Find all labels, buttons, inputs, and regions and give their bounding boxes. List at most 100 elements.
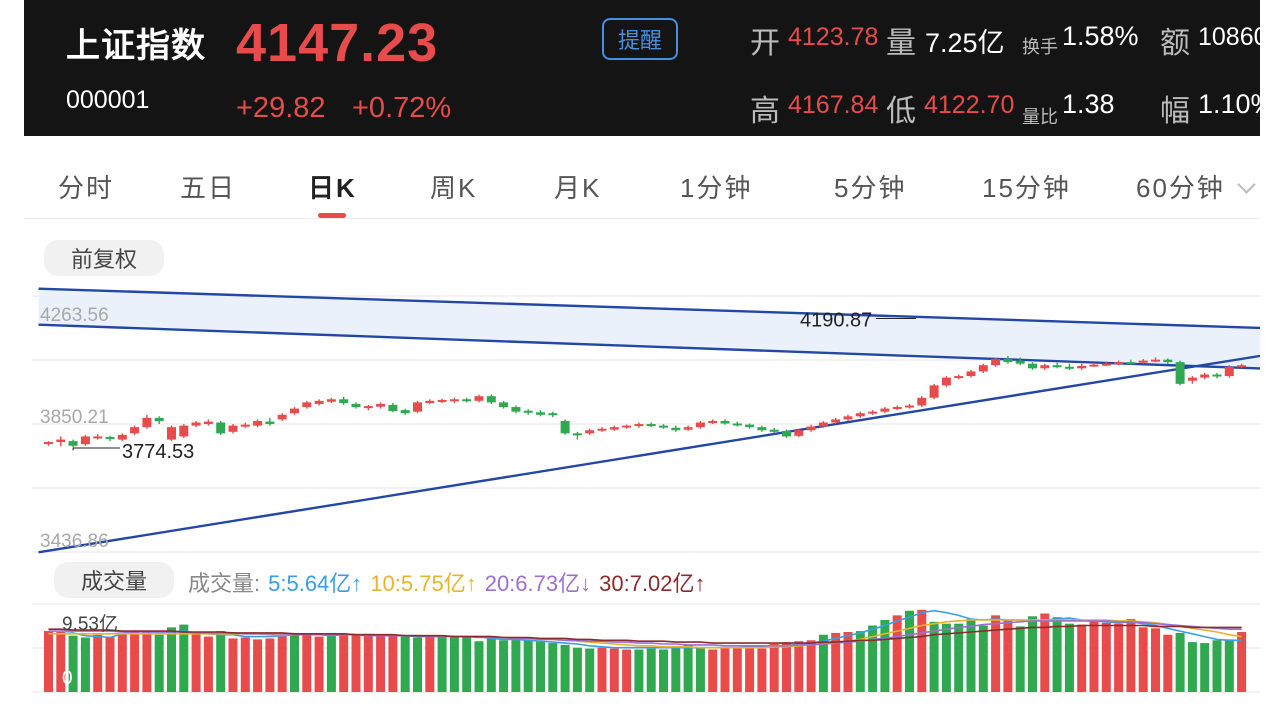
trend-channel-fill bbox=[38, 288, 1260, 369]
candle-body bbox=[806, 426, 816, 431]
volume-bar bbox=[1126, 619, 1136, 692]
candle-body bbox=[732, 423, 742, 426]
volume-bar bbox=[277, 633, 287, 692]
candle-body bbox=[1089, 364, 1099, 367]
price-change: +29.82 bbox=[236, 92, 326, 124]
tab-daily-k[interactable]: 日K bbox=[308, 173, 357, 203]
candle-body bbox=[941, 377, 951, 386]
volume-bar bbox=[622, 649, 632, 692]
volume-bar bbox=[671, 647, 681, 692]
volume-bar bbox=[449, 636, 459, 692]
volume-bar bbox=[683, 644, 693, 692]
volume-ma-line bbox=[48, 624, 1242, 644]
candle-body bbox=[523, 410, 533, 413]
volume-bar bbox=[732, 647, 742, 692]
adjust-mode-button[interactable]: 前复权 bbox=[44, 240, 164, 276]
volume-bar bbox=[93, 634, 103, 692]
volume-bar bbox=[228, 638, 238, 692]
candle-body bbox=[818, 422, 828, 427]
candle-body bbox=[1052, 365, 1062, 368]
tab-intraday[interactable]: 分时 bbox=[58, 173, 115, 203]
candle-body bbox=[154, 417, 164, 421]
volume-bar bbox=[437, 635, 447, 692]
volume-ma-line bbox=[48, 609, 1242, 649]
trend-line bbox=[38, 354, 1260, 554]
candle-body bbox=[978, 365, 988, 372]
high-value: 4167.84 bbox=[788, 91, 879, 119]
candle-body bbox=[1003, 359, 1013, 363]
candle-body bbox=[597, 428, 607, 431]
volume-bar bbox=[843, 631, 853, 692]
candle-body bbox=[203, 421, 213, 425]
volume-bar bbox=[1077, 624, 1087, 692]
candle-body bbox=[228, 425, 238, 432]
candle-body bbox=[659, 425, 668, 428]
volume-bar bbox=[695, 647, 705, 692]
volume-bar bbox=[1163, 634, 1173, 692]
candle-body bbox=[277, 414, 287, 420]
candle-body bbox=[56, 439, 66, 443]
candle-body bbox=[757, 427, 767, 431]
volume-ma20: 20:6.73亿↓ bbox=[484, 571, 592, 596]
volume-bar bbox=[954, 623, 964, 692]
volume-bar bbox=[1151, 628, 1160, 692]
left-margin bbox=[0, 0, 24, 724]
candle-body bbox=[1138, 360, 1148, 363]
volume-bar bbox=[523, 640, 533, 692]
volume-bar bbox=[142, 631, 152, 692]
candle-body bbox=[117, 434, 127, 440]
volume-bar bbox=[56, 631, 66, 692]
volume-bar bbox=[1175, 632, 1185, 692]
stock-app-frame: 上证指数 000001 4147.23 +29.82 +0.72% 提醒 开 4… bbox=[24, 0, 1260, 724]
volume-bar bbox=[991, 615, 1001, 692]
candle-body bbox=[572, 433, 582, 436]
volume-bar bbox=[929, 621, 939, 692]
tab-60min[interactable]: 60分钟 bbox=[1136, 173, 1225, 203]
volume-bar bbox=[831, 632, 841, 692]
period-tabs: 分时 五日 日K 周K 月K 1分钟 5分钟 15分钟 60分钟 bbox=[24, 146, 1260, 219]
volume-ma10: 10:5.75亿↑ bbox=[370, 571, 477, 596]
tab-15min[interactable]: 15分钟 bbox=[982, 173, 1071, 203]
trend-line bbox=[38, 323, 1260, 370]
volume-bar bbox=[105, 636, 115, 692]
candle-body bbox=[991, 359, 1001, 366]
candle-body bbox=[68, 441, 78, 446]
volume-bar bbox=[511, 639, 521, 692]
volume-bar bbox=[1224, 639, 1234, 692]
candle-body bbox=[326, 399, 336, 402]
tab-weekly-k[interactable]: 周K bbox=[430, 173, 478, 203]
tab-5min[interactable]: 5分钟 bbox=[834, 173, 907, 203]
volume-bar bbox=[302, 633, 312, 692]
candle-body bbox=[130, 427, 140, 434]
volume-bar bbox=[572, 647, 582, 692]
candle-body bbox=[1200, 374, 1210, 378]
tab-five-day[interactable]: 五日 bbox=[180, 173, 237, 203]
amount-value: 10860 bbox=[1198, 23, 1260, 51]
tab-1min[interactable]: 1分钟 bbox=[680, 173, 753, 203]
volume-label: 量 bbox=[886, 27, 916, 60]
min-price-annotation: 3774.53 bbox=[122, 441, 194, 463]
tab-monthly-k[interactable]: 月K bbox=[554, 173, 602, 203]
volume-bar bbox=[462, 636, 472, 692]
candle-body bbox=[560, 420, 570, 434]
volume-bar bbox=[425, 636, 435, 692]
volume-bar bbox=[179, 624, 189, 692]
high-label: 高 bbox=[750, 95, 780, 128]
candle-body bbox=[105, 437, 115, 440]
volume-bar bbox=[1101, 622, 1111, 692]
volume-bar bbox=[757, 648, 767, 692]
volume-bar bbox=[941, 623, 951, 692]
candle-body bbox=[400, 410, 410, 414]
volume-bar bbox=[413, 637, 422, 692]
candle-body bbox=[1040, 365, 1050, 369]
alert-button[interactable]: 提醒 bbox=[602, 18, 678, 60]
volume-axis-top-label: 9.53亿 bbox=[62, 613, 118, 635]
candle-body bbox=[1237, 365, 1247, 368]
volume-bar bbox=[117, 632, 127, 692]
kline-chart: 4190.87 3774.53 4263.56 3850.21 3436.86 9.53… bbox=[32, 287, 1260, 693]
candle-body bbox=[880, 408, 890, 412]
candle-body bbox=[1163, 359, 1173, 363]
volume-legend-title: 成交量: bbox=[188, 571, 261, 596]
candle-body bbox=[1028, 363, 1037, 369]
volume-indicator-button[interactable]: 成交量 bbox=[54, 562, 174, 598]
